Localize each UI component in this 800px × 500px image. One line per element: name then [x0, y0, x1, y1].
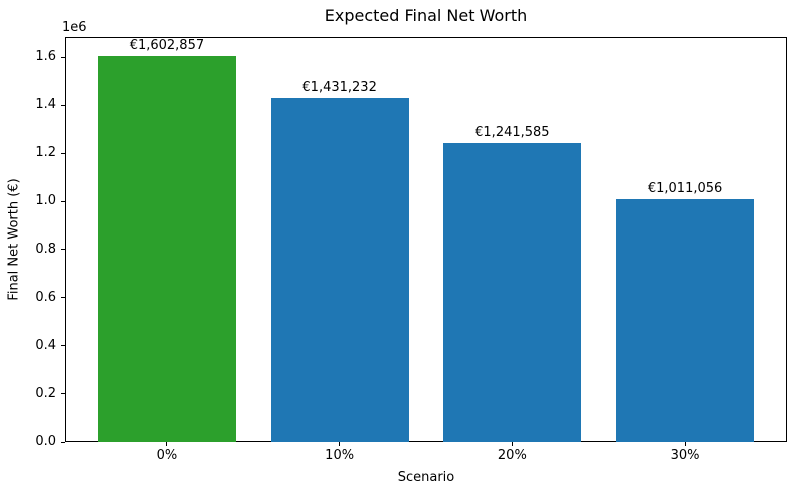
bar-value-label: €1,431,232	[302, 79, 377, 95]
bar	[443, 143, 582, 442]
y-tick-label: 0.0	[35, 434, 56, 449]
y-tick-label: 1.2	[35, 145, 56, 161]
x-tick-label: 0%	[156, 448, 178, 463]
bar	[97, 56, 236, 442]
bar-value-label: €1,011,056	[647, 180, 723, 196]
bar	[270, 97, 409, 442]
bar-value-label: €1,602,857	[129, 38, 205, 54]
y-tick-label: 0.6	[35, 289, 56, 305]
x-tick-label: 30%	[670, 448, 700, 463]
y-tick-mark	[61, 441, 65, 443]
y-tick-label: 1.4	[35, 97, 56, 113]
y-tick-label: 0.4	[35, 337, 56, 353]
y-tick-mark	[61, 345, 65, 347]
y-tick-label: 1.6	[35, 49, 56, 64]
y-tick-label: 0.8	[35, 241, 56, 257]
y-tick-label: 0.2	[35, 385, 56, 401]
chart-title: Expected Final Net Worth	[324, 6, 528, 25]
x-tick-mark	[511, 442, 513, 446]
y-tick-mark	[61, 297, 65, 299]
y-tick-mark	[61, 104, 65, 106]
x-tick-mark	[339, 442, 341, 446]
x-tick-label: 10%	[325, 448, 355, 463]
y-tick-mark	[61, 200, 65, 202]
y-tick-mark	[61, 393, 65, 395]
y-tick-label: 1.0	[35, 193, 56, 209]
y-axis-offset-label: 1e6	[62, 20, 87, 35]
bar	[616, 198, 755, 442]
bar-value-label: €1,241,585	[475, 125, 550, 141]
x-tick-mark	[166, 442, 168, 446]
x-tick-label: 20%	[497, 448, 527, 463]
y-tick-mark	[61, 56, 65, 58]
x-tick-mark	[684, 442, 686, 446]
y-axis-label: Final Net Worth (€)	[6, 178, 22, 301]
y-tick-mark	[61, 249, 65, 250]
x-axis-label: Scenario	[397, 470, 455, 485]
y-tick-mark	[61, 152, 65, 154]
